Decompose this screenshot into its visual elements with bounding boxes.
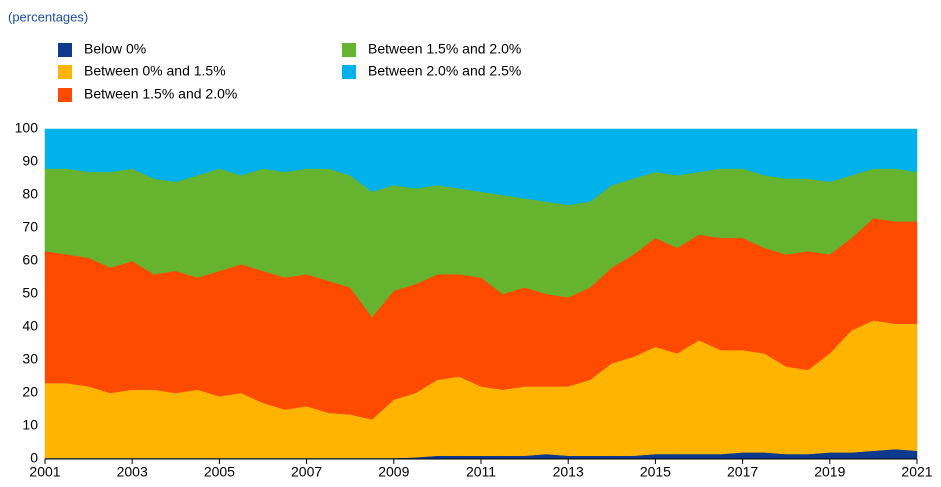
legend-swatch bbox=[342, 43, 356, 57]
x-tick-label: 2015 bbox=[640, 464, 671, 480]
y-tick-label: 10 bbox=[22, 417, 38, 433]
y-tick-label: 90 bbox=[22, 153, 38, 169]
legend-label: Between 1.5% and 2.0% bbox=[368, 41, 521, 57]
x-tick-label: 2013 bbox=[553, 464, 584, 480]
x-tick-label: 2001 bbox=[29, 464, 60, 480]
x-tick-label: 2007 bbox=[291, 464, 322, 480]
legend-swatch bbox=[342, 65, 356, 79]
x-tick-label: 2003 bbox=[117, 464, 148, 480]
y-tick-label: 100 bbox=[15, 120, 39, 136]
y-tick-label: 40 bbox=[22, 318, 38, 334]
x-tick-label: 2017 bbox=[727, 464, 758, 480]
y-tick-label: 30 bbox=[22, 351, 38, 367]
area bbox=[44, 128, 918, 206]
x-tick-label: 2009 bbox=[378, 464, 409, 480]
y-tick-label: 0 bbox=[30, 450, 38, 466]
x-tick-label: 2011 bbox=[466, 464, 496, 480]
chart-subtitle: (percentages) bbox=[8, 9, 88, 24]
legend-label: Between 0% and 1.5% bbox=[84, 63, 226, 79]
legend-label: Below 0% bbox=[84, 41, 146, 57]
x-tick-label: 2019 bbox=[814, 464, 845, 480]
y-tick-label: 50 bbox=[22, 285, 38, 301]
y-tick-label: 80 bbox=[22, 186, 38, 202]
legend-swatch bbox=[58, 43, 72, 57]
x-tick-label: 2005 bbox=[204, 464, 235, 480]
x-tick-label: 2021 bbox=[901, 464, 932, 480]
y-tick-label: 70 bbox=[22, 219, 38, 235]
y-tick-label: 20 bbox=[22, 384, 38, 400]
legend-swatch bbox=[58, 88, 72, 102]
y-tick-label: 60 bbox=[22, 252, 38, 268]
legend-label: Between 2.0% and 2.5% bbox=[368, 63, 521, 79]
legend-label: Between 1.5% and 2.0% bbox=[84, 86, 237, 102]
legend-swatch bbox=[58, 65, 72, 79]
